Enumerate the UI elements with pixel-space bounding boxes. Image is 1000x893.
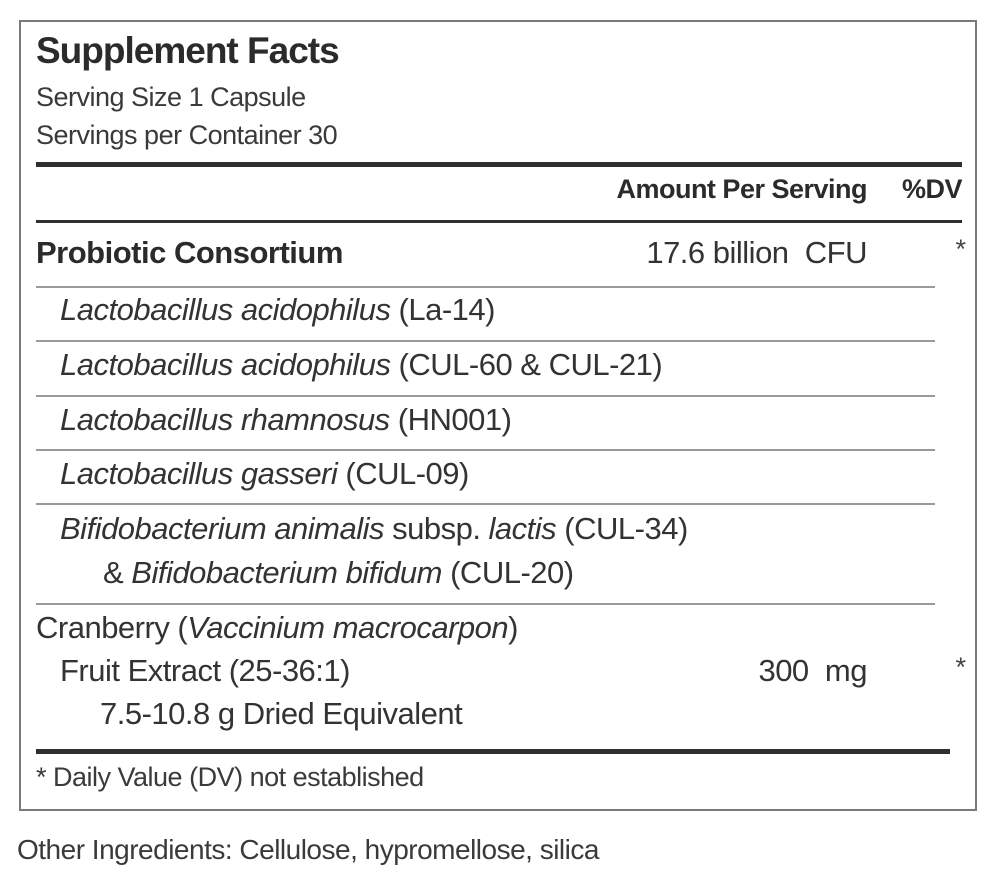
cranberry-dried-equivalent: 7.5-10.8 g Dried Equivalent	[100, 696, 463, 731]
serving-size: Serving Size 1 Capsule	[36, 82, 306, 112]
cranberry-amount: 300 mg	[758, 653, 867, 688]
row-divider	[36, 395, 935, 397]
strain-row-5: Bifidobacterium animalis subsp. lactis (…	[60, 511, 688, 546]
probiotic-amount: 17.6 billion CFU	[646, 235, 867, 270]
panel-title: Supplement Facts	[36, 30, 340, 71]
probiotic-name: Probiotic Consortium	[36, 235, 343, 270]
row-divider	[36, 503, 935, 505]
supplement-facts-panel: Supplement Facts Serving Size 1 Capsule …	[19, 20, 977, 811]
strain-row-3: Lactobacillus rhamnosus (HN001)	[60, 402, 512, 437]
strain-row-1: Lactobacillus acidophilus (La-14)	[60, 292, 495, 327]
row-divider	[36, 603, 935, 605]
cranberry-extract: Fruit Extract (25-36:1)	[60, 653, 350, 688]
servings-per-container: Servings per Container 30	[36, 120, 338, 150]
other-ingredients: Other Ingredients: Cellulose, hypromello…	[17, 834, 599, 865]
row-divider	[36, 340, 935, 342]
strain-row-2: Lactobacillus acidophilus (CUL-60 & CUL-…	[60, 347, 663, 382]
row-divider	[36, 449, 935, 451]
probiotic-dv: *	[955, 234, 966, 264]
amount-per-serving-header: Amount Per Serving	[616, 174, 867, 204]
cranberry-dv: *	[955, 652, 966, 682]
daily-value-footnote: * Daily Value (DV) not established	[36, 762, 424, 792]
dv-header: %DV	[901, 174, 963, 204]
strain-row-5-line-2: & Bifidobacterium bifidum (CUL-20)	[103, 555, 574, 590]
thick-divider-top	[36, 162, 962, 167]
header-divider	[36, 220, 962, 223]
strain-row-4: Lactobacillus gasseri (CUL-09)	[60, 456, 469, 491]
thick-divider-bottom	[36, 749, 950, 754]
cranberry-name: Cranberry (Vaccinium macrocarpon)	[36, 610, 518, 645]
row-divider	[36, 286, 935, 288]
